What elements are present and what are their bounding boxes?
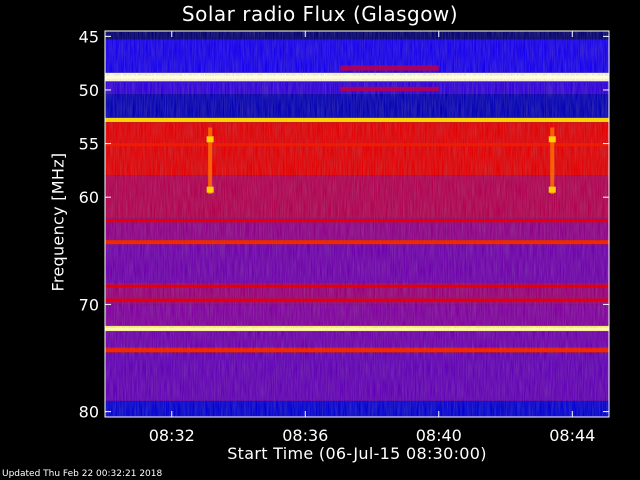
y-axis: 45 50 55 60 70 80 xyxy=(79,27,609,422)
bright-line-6 xyxy=(105,298,609,302)
y-tick-label: 60 xyxy=(79,188,99,207)
vertical-streak-0 xyxy=(208,127,213,194)
y-tick-label: 70 xyxy=(79,295,99,314)
hot-spot-0 xyxy=(206,136,214,143)
chart-title: Solar radio Flux (Glasgow) xyxy=(181,2,459,26)
bright-line-1 xyxy=(105,118,609,122)
x-axis: 08:32 08:36 08:40 08:44 xyxy=(149,31,595,445)
bright-line-2 xyxy=(105,143,609,147)
vertical-streaks xyxy=(208,127,555,194)
x-tick-label: 08:36 xyxy=(282,426,328,445)
patches xyxy=(340,65,439,92)
y-tick-label: 55 xyxy=(79,135,99,154)
x-axis-label: Start Time (06-Jul-15 08:30:00) xyxy=(227,444,487,463)
patch-1 xyxy=(340,86,439,92)
bright-line-4 xyxy=(105,240,609,244)
updated-timestamp: Updated Thu Feb 22 00:32:21 2018 xyxy=(2,469,163,479)
bright-lines xyxy=(105,75,609,353)
x-tick-label: 08:44 xyxy=(549,426,595,445)
y-axis-label: Frequency [MHz] xyxy=(48,152,68,292)
y-tick-label: 45 xyxy=(79,27,99,46)
bright-line-3 xyxy=(105,219,609,223)
hot-spot-1 xyxy=(206,186,214,193)
hot-spots xyxy=(206,136,556,193)
x-tick-label: 08:40 xyxy=(416,426,462,445)
plot-frame xyxy=(104,30,610,418)
y-tick-label: 80 xyxy=(79,403,99,422)
x-tick-label: 08:32 xyxy=(149,426,195,445)
bright-line-8 xyxy=(105,349,609,353)
bright-line-0 xyxy=(105,75,609,79)
patch-0 xyxy=(340,65,439,71)
vertical-streak-1 xyxy=(550,127,555,194)
noise-texture xyxy=(105,31,609,417)
y-tick-label: 50 xyxy=(79,81,99,100)
hot-spot-2 xyxy=(548,136,556,143)
hot-spot-3 xyxy=(548,186,556,193)
bright-line-7 xyxy=(105,327,609,331)
bright-line-5 xyxy=(105,284,609,288)
